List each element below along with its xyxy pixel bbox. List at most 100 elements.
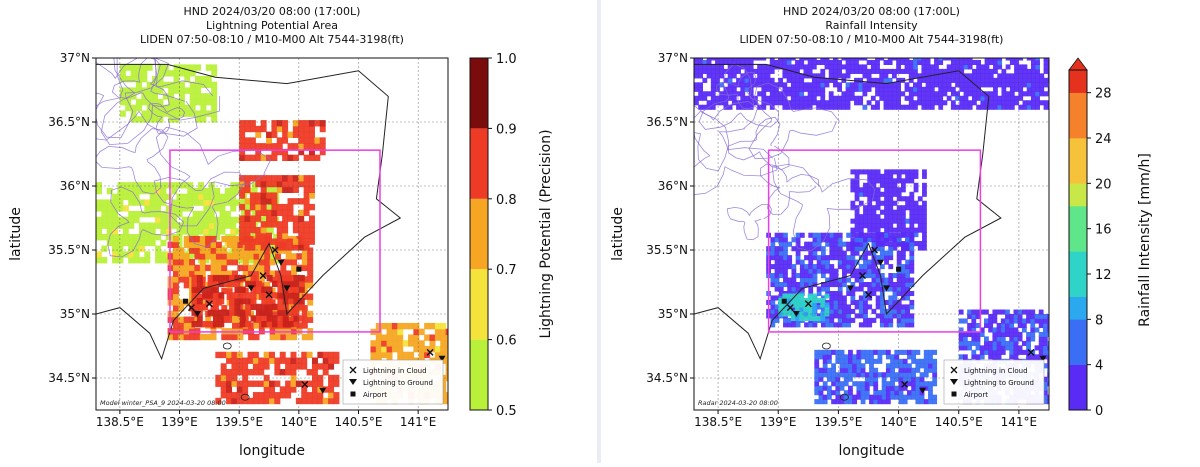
- heatmap-cell: [253, 270, 260, 277]
- heatmap-cell: [199, 258, 206, 266]
- heatmap-cell: [863, 232, 868, 238]
- heatmap-cell: [842, 264, 847, 270]
- heatmap-cell: [783, 273, 788, 279]
- heatmap-cell: [386, 334, 393, 341]
- heatmap-cell: [812, 273, 818, 279]
- heatmap-cell: [740, 86, 746, 92]
- heatmap-cell: [266, 303, 273, 311]
- heatmap-cell: [782, 104, 788, 110]
- heatmap-cell: [160, 222, 167, 229]
- heatmap-cell: [845, 104, 851, 110]
- heatmap-cell: [1038, 349, 1044, 355]
- heatmap-cell: [842, 250, 847, 256]
- heatmap-cell: [293, 274, 300, 282]
- island-outline: [222, 342, 232, 350]
- heatmap-cell: [812, 277, 818, 283]
- heatmap-cell: [803, 104, 809, 110]
- heatmap-cell: [727, 104, 733, 110]
- heatmap-cell: [932, 376, 938, 382]
- heatmap-cell: [282, 120, 289, 127]
- heatmap-cell: [908, 95, 914, 101]
- heatmap-cell: [892, 209, 898, 215]
- heatmap-cell: [858, 187, 864, 193]
- heatmap-cell: [898, 367, 904, 373]
- heatmap-cell: [848, 349, 853, 355]
- heatmap-cell: [244, 154, 251, 161]
- heatmap-cell: [710, 77, 716, 83]
- heatmap-cell: [993, 77, 998, 83]
- heatmap-cell: [319, 120, 326, 127]
- heatmap-cell: [1018, 73, 1024, 79]
- heatmap-cell: [260, 209, 267, 217]
- heatmap-cell: [282, 232, 289, 240]
- heatmap-cell: [946, 73, 952, 79]
- heatmap-cell: [1038, 309, 1044, 315]
- heatmap-cell: [215, 380, 222, 387]
- heatmap-cell: [311, 357, 318, 364]
- heatmap-cell: [854, 241, 860, 247]
- heatmap-cell: [1043, 91, 1049, 97]
- heatmap-cell: [178, 322, 185, 329]
- heatmap-cell: [702, 77, 708, 83]
- heatmap-cell: [196, 274, 203, 282]
- heatmap-cell: [833, 295, 839, 301]
- heatmap-cell: [249, 137, 256, 144]
- colorbar-segment: [470, 269, 488, 340]
- heatmap-cell: [891, 82, 897, 88]
- heatmap-cell: [125, 75, 132, 83]
- heatmap-cell: [820, 255, 826, 261]
- heatmap-cell: [112, 216, 119, 224]
- heatmap-cell: [144, 251, 151, 258]
- panel-divider: [597, 0, 601, 463]
- heatmap-cell: [884, 255, 889, 261]
- heatmap-cell: [218, 321, 225, 328]
- heatmap-cell: [900, 205, 906, 211]
- heatmap-cell: [1042, 385, 1048, 391]
- colorbar-segment: [1069, 274, 1087, 297]
- heatmap-cell: [187, 187, 194, 195]
- heatmap-cell: [907, 349, 912, 355]
- heatmap-cell: [306, 369, 313, 376]
- heatmap-cell: [909, 304, 915, 310]
- heatmap-cell: [736, 91, 741, 97]
- heatmap-cell: [959, 58, 965, 61]
- heatmap-cell: [1009, 77, 1015, 83]
- heatmap-cell: [992, 345, 998, 351]
- heatmap-cell: [858, 286, 864, 292]
- heatmap-cell: [311, 380, 318, 387]
- heatmap-cell: [829, 295, 835, 301]
- heatmap-cell: [955, 58, 960, 61]
- heatmap-cell: [200, 104, 207, 112]
- heatmap-cell: [884, 241, 889, 247]
- heatmap-cell: [445, 346, 448, 353]
- heatmap-cell: [1042, 318, 1048, 324]
- heatmap-cell: [837, 277, 843, 283]
- heatmap-cell: [820, 250, 826, 256]
- heatmap-cell: [925, 59, 931, 65]
- heatmap-cell: [744, 100, 750, 106]
- heatmap-cell: [971, 59, 977, 65]
- heatmap-cell: [925, 95, 931, 101]
- heatmap-cell: [808, 268, 814, 274]
- heatmap-cell: [178, 253, 185, 260]
- heatmap-cell: [245, 309, 252, 316]
- heatmap-cell: [184, 64, 191, 71]
- heatmap-cell: [842, 273, 847, 279]
- heatmap-cell: [408, 334, 414, 341]
- heatmap-cell: [1026, 336, 1031, 342]
- heatmap-cell: [946, 86, 952, 92]
- heatmap-cell: [176, 205, 183, 212]
- heatmap-cell: [1039, 100, 1045, 106]
- heatmap-cell: [879, 178, 885, 184]
- heatmap-cell: [891, 73, 897, 79]
- heatmap-cell: [208, 228, 215, 235]
- heatmap-cell: [255, 215, 262, 222]
- heatmap-cell: [1030, 309, 1036, 315]
- heatmap-cell: [814, 354, 820, 360]
- heatmap-cell: [820, 82, 826, 88]
- heatmap-cell: [1013, 331, 1019, 337]
- heatmap-cell: [928, 349, 933, 355]
- heatmap-cell: [146, 87, 153, 94]
- heatmap-cell: [293, 286, 300, 293]
- heatmap-cell: [807, 86, 813, 92]
